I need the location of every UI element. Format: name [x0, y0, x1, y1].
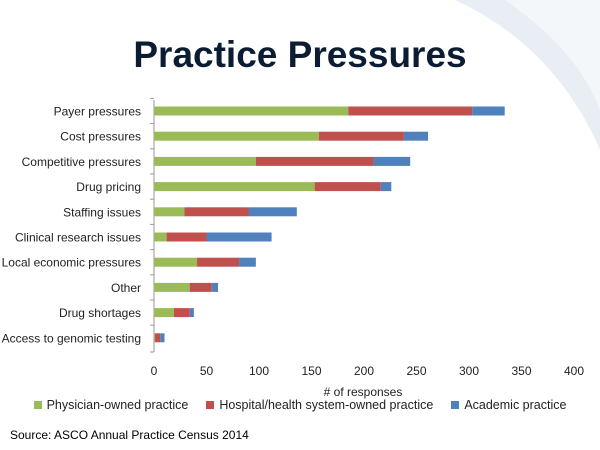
- legend-swatch-physician: [33, 401, 42, 409]
- source-note: Source: ASCO Annual Practice Census 2014: [10, 428, 249, 442]
- legend-item-academic: Academic practice: [451, 398, 566, 412]
- category-label: Competitive pressures: [22, 155, 141, 169]
- bar-segment-physician: [154, 282, 190, 292]
- legend-swatch-hospital: [206, 401, 215, 409]
- legend-swatch-academic: [451, 401, 460, 409]
- x-tick-label: 200: [354, 364, 374, 378]
- x-tick-label: 250: [406, 364, 426, 378]
- category-label: Access to genomic testing: [2, 331, 141, 345]
- x-tick-label: 150: [301, 364, 321, 378]
- bar-segment-academic: [472, 106, 505, 116]
- bar-segment-academic: [160, 333, 165, 343]
- x-tick-label: 350: [511, 364, 531, 378]
- x-tick-label: 0: [151, 364, 158, 378]
- slide-title: Practice Pressures: [133, 34, 467, 75]
- bar-segment-physician: [154, 106, 349, 116]
- bar-segment-physician: [154, 333, 156, 343]
- category-label: Drug pricing: [76, 180, 141, 194]
- category-label: Other: [111, 281, 141, 295]
- chart-legend: Physician-owned practice Hospital/health…: [0, 398, 600, 412]
- category-label: Cost pressures: [60, 130, 141, 144]
- bar-segment-academic: [373, 156, 411, 166]
- x-tick-label: 300: [459, 364, 479, 378]
- bar-segment-hospital: [314, 182, 381, 192]
- bar-segment-academic: [403, 131, 429, 141]
- category-label: Payer pressures: [54, 105, 141, 119]
- bar-segment-academic: [211, 282, 219, 292]
- bar-segment-academic: [206, 232, 272, 242]
- category-label: Local economic pressures: [2, 256, 141, 270]
- category-label: Staffing issues: [63, 205, 141, 219]
- bar-segment-hospital: [166, 232, 207, 242]
- legend-item-hospital: Hospital/health system-owned practice: [206, 398, 433, 412]
- category-label: Clinical research issues: [15, 231, 141, 245]
- bar-segment-hospital: [348, 106, 473, 116]
- x-tick-label: 400: [564, 364, 584, 378]
- bar-segment-hospital: [155, 333, 161, 343]
- bar-segment-physician: [154, 232, 167, 242]
- bar-segment-hospital: [318, 131, 404, 141]
- legend-item-physician: Physician-owned practice: [33, 398, 189, 412]
- legend-label-academic: Academic practice: [464, 398, 567, 412]
- legend-label-physician: Physician-owned practice: [46, 398, 189, 412]
- bar-segment-hospital: [184, 207, 249, 217]
- category-label: Drug shortages: [59, 306, 141, 320]
- bar-segment-academic: [380, 182, 392, 192]
- bar-segment-hospital: [255, 156, 374, 166]
- bar-segment-hospital: [197, 257, 240, 267]
- bar-segment-physician: [154, 156, 256, 166]
- legend-label-hospital: Hospital/health system-owned practice: [219, 398, 434, 412]
- bar-segment-physician: [154, 308, 174, 318]
- x-axis-label: # of responses: [324, 385, 403, 399]
- x-tick-label: 50: [200, 364, 214, 378]
- bar-segment-academic: [248, 207, 297, 217]
- bar-segment-hospital: [173, 308, 190, 318]
- bar-segment-physician: [154, 131, 319, 141]
- bar-segment-academic: [239, 257, 256, 267]
- bar-segment-academic: [189, 308, 194, 318]
- bar-segment-physician: [154, 182, 315, 192]
- bar-segment-physician: [154, 207, 185, 217]
- bar-segment-physician: [154, 257, 198, 267]
- x-tick-label: 100: [249, 364, 269, 378]
- bar-segment-hospital: [189, 282, 212, 292]
